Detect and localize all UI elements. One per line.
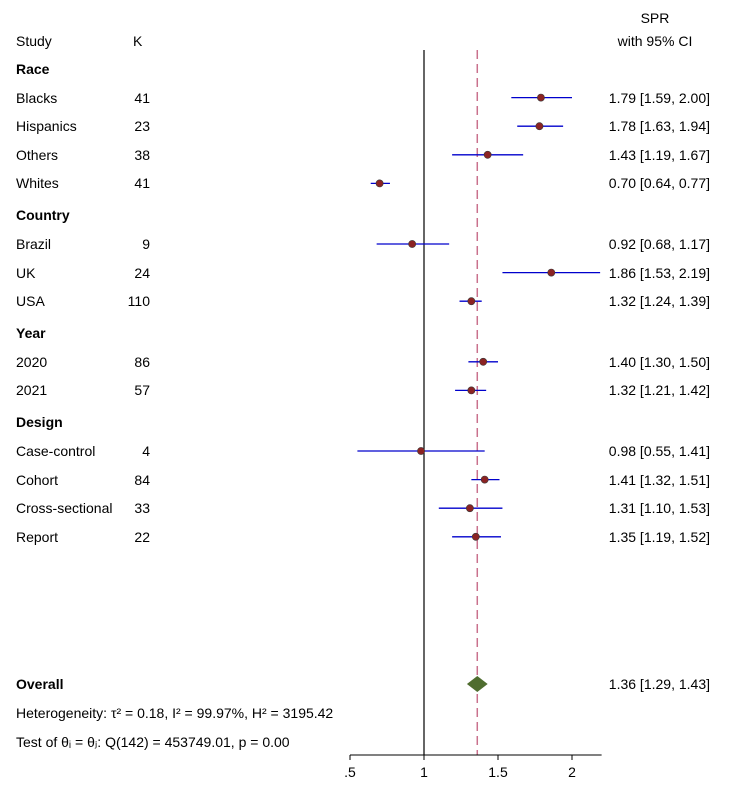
study-ci-text: 0.70 [0.64, 0.77] (550, 175, 710, 191)
point-estimate (417, 447, 424, 454)
study-k-value: 24 (0, 265, 150, 281)
study-ci-text: 0.92 [0.68, 1.17] (550, 236, 710, 252)
overall-diamond (467, 676, 488, 692)
point-estimate (480, 358, 487, 365)
study-column-header: Study (16, 33, 52, 49)
x-axis-tick-label: 1.5 (488, 764, 508, 780)
point-estimate (536, 123, 543, 130)
study-k-value: 9 (0, 236, 150, 252)
x-axis-tick-label: .5 (344, 764, 356, 780)
study-ci-text: 1.41 [1.32, 1.51] (550, 472, 710, 488)
study-ci-text: 1.31 [1.10, 1.53] (550, 500, 710, 516)
ci-column-header: with 95% CI (600, 33, 710, 49)
study-k-value: 22 (0, 529, 150, 545)
study-k-value: 57 (0, 382, 150, 398)
heterogeneity-stats: Heterogeneity: τ² = 0.18, I² = 99.97%, H… (16, 705, 333, 721)
study-ci-text: 1.86 [1.53, 2.19] (550, 265, 710, 281)
homogeneity-test: Test of θᵢ = θⱼ: Q(142) = 453749.01, p =… (16, 734, 290, 750)
x-axis-tick-label: 2 (568, 764, 576, 780)
group-heading: Race (16, 61, 49, 77)
group-heading: Design (16, 414, 63, 430)
study-k-value: 38 (0, 147, 150, 163)
study-k-value: 41 (0, 90, 150, 106)
study-k-value: 84 (0, 472, 150, 488)
study-ci-text: 1.40 [1.30, 1.50] (550, 354, 710, 370)
point-estimate (409, 240, 416, 247)
point-estimate (484, 151, 491, 158)
study-ci-text: 1.43 [1.19, 1.67] (550, 147, 710, 163)
study-ci-text: 1.35 [1.19, 1.52] (550, 529, 710, 545)
overall-ci-text: 1.36 [1.29, 1.43] (550, 676, 710, 692)
overall-label: Overall (16, 676, 63, 692)
study-k-value: 41 (0, 175, 150, 191)
study-k-value: 110 (0, 293, 150, 309)
point-estimate (537, 94, 544, 101)
study-ci-text: 1.78 [1.63, 1.94] (550, 118, 710, 134)
point-estimate (468, 298, 475, 305)
point-estimate (472, 533, 479, 540)
study-k-value: 33 (0, 500, 150, 516)
k-column-header: K (133, 33, 142, 49)
study-ci-text: 1.32 [1.24, 1.39] (550, 293, 710, 309)
group-heading: Year (16, 325, 46, 341)
x-axis-tick-label: 1 (420, 764, 428, 780)
group-heading: Country (16, 207, 70, 223)
study-ci-text: 0.98 [0.55, 1.41] (550, 443, 710, 459)
study-k-value: 23 (0, 118, 150, 134)
study-ci-text: 1.32 [1.21, 1.42] (550, 382, 710, 398)
point-estimate (481, 476, 488, 483)
study-ci-text: 1.79 [1.59, 2.00] (550, 90, 710, 106)
effect-column-header: SPR (600, 10, 710, 26)
point-estimate (376, 180, 383, 187)
point-estimate (466, 505, 473, 512)
study-k-value: 86 (0, 354, 150, 370)
point-estimate (468, 387, 475, 394)
study-k-value: 4 (0, 443, 150, 459)
